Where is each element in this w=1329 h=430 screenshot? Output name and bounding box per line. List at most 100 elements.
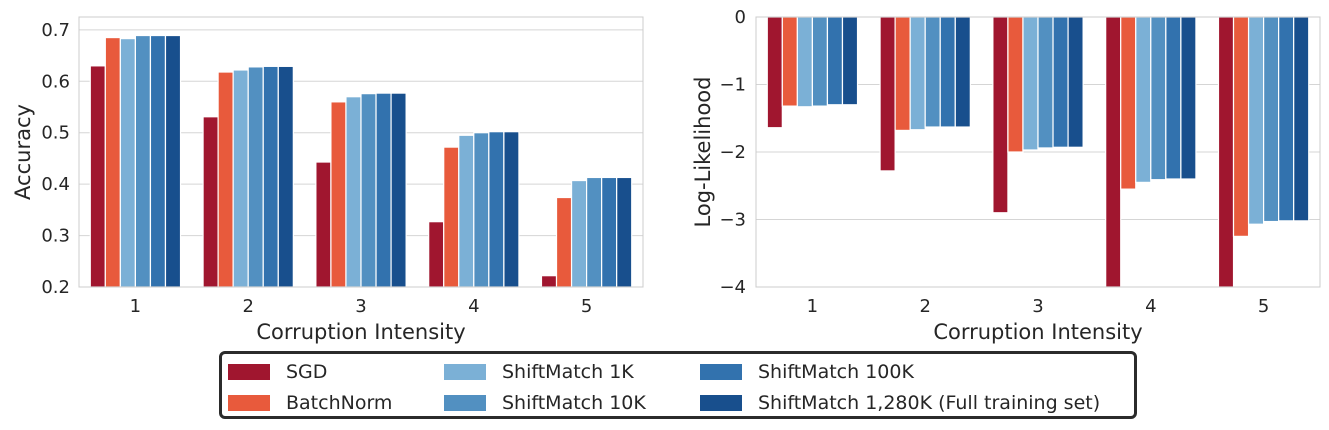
legend-label-sgd: SGD xyxy=(286,361,328,383)
acc-ytick-label: 0.2 xyxy=(41,277,70,298)
acc-y-axis-label: Accuracy xyxy=(11,104,35,200)
acc-bar xyxy=(473,132,490,288)
acc-bar xyxy=(330,101,347,288)
ll-ytick-label: −4 xyxy=(719,277,746,298)
acc-xtick-label: 3 xyxy=(355,296,366,317)
acc-xtick-label: 2 xyxy=(242,296,253,317)
acc-x-axis-label: Corruption Intensity xyxy=(256,320,465,344)
acc-bar xyxy=(232,69,249,288)
ll-x-axis-label: Corruption Intensity xyxy=(933,320,1142,344)
ll-bar xyxy=(826,16,844,106)
ll-xtick-label: 4 xyxy=(1145,296,1156,317)
ll-bar xyxy=(1120,16,1137,190)
ll-ytick-label: 0 xyxy=(735,7,746,28)
acc-bar xyxy=(345,96,362,288)
acc-bar xyxy=(601,176,618,288)
ll-bar xyxy=(1180,16,1197,180)
ll-ytick-label: −3 xyxy=(719,210,746,231)
legend-swatch-shiftmatch-1k xyxy=(444,364,486,380)
ll-chart: −4 −3 −2 −1 0 1 2 3 4 5 Corruption Intensity Log-Li… xyxy=(691,7,1321,344)
ll-bar xyxy=(1232,16,1250,237)
acc-bar xyxy=(315,161,332,288)
ll-bar xyxy=(992,16,1009,214)
acc-bar xyxy=(443,146,460,288)
ll-bar xyxy=(1165,16,1182,180)
legend-swatch-sgd xyxy=(228,364,270,380)
ll-bar xyxy=(939,16,956,128)
legend-swatch-shiftmatch-full xyxy=(700,395,742,411)
acc-bar xyxy=(262,65,279,288)
acc-bar xyxy=(164,34,182,288)
ll-bar xyxy=(1217,16,1235,288)
legend-swatch-shiftmatch-10k xyxy=(444,395,486,411)
acc-bar xyxy=(390,92,407,288)
legend-entry-shiftmatch-100k: ShiftMatch 100K xyxy=(700,359,914,385)
ll-bar xyxy=(1247,16,1265,225)
acc-bar xyxy=(217,71,234,288)
ll-bar xyxy=(1150,16,1167,181)
ll-bar xyxy=(1135,16,1152,183)
ll-bar xyxy=(766,16,783,129)
ll-bar xyxy=(879,16,896,172)
legend-label-shiftmatch-10k: ShiftMatch 10K xyxy=(502,392,646,414)
ll-bar xyxy=(1007,16,1024,153)
legend-label-shiftmatch-1k: ShiftMatch 1K xyxy=(502,361,634,383)
ll-bar xyxy=(1022,16,1039,151)
ll-bar xyxy=(1105,16,1122,288)
acc-bar xyxy=(488,131,505,288)
ll-bar xyxy=(796,16,813,108)
acc-xtick-label: 1 xyxy=(130,296,141,317)
ll-bar xyxy=(1278,16,1295,222)
acc-xtick-label: 4 xyxy=(468,296,479,317)
ll-xtick-label: 5 xyxy=(1258,296,1269,317)
acc-bar xyxy=(119,37,137,288)
legend-entry-shiftmatch-full: ShiftMatch 1,280K (Full training set) xyxy=(700,390,1100,416)
ll-bar xyxy=(781,16,798,107)
ll-xtick-label: 2 xyxy=(919,296,930,317)
acc-bar xyxy=(247,66,264,288)
acc-bar xyxy=(149,34,167,288)
ll-ytick-label: −2 xyxy=(719,142,746,163)
legend: SGD BatchNorm ShiftMatch 1K ShiftMatch 1… xyxy=(219,351,1137,419)
acc-plot-frame xyxy=(78,16,644,288)
acc-bar xyxy=(503,131,520,288)
ll-bar xyxy=(1293,16,1310,222)
acc-bar xyxy=(375,92,392,288)
ll-bar xyxy=(1262,16,1280,223)
acc-xtick-label: 5 xyxy=(581,296,592,317)
acc-bar xyxy=(585,176,603,288)
legend-swatch-shiftmatch-100k xyxy=(700,364,742,380)
acc-bar xyxy=(428,221,445,288)
ll-bar xyxy=(1067,16,1084,148)
acc-chart: 0.2 0.3 0.4 0.5 0.6 0.7 1 2 3 4 5 Corruption Intens… xyxy=(11,16,644,344)
acc-ytick-label: 0.6 xyxy=(41,71,70,92)
ll-bar xyxy=(841,16,859,106)
acc-ytick-label: 0.4 xyxy=(41,174,70,195)
acc-bar xyxy=(277,65,294,288)
acc-bar xyxy=(555,196,573,288)
acc-bar xyxy=(89,65,106,288)
acc-bar xyxy=(570,179,588,288)
legend-swatch-batchnorm xyxy=(228,395,270,411)
ll-bar xyxy=(1052,16,1069,148)
ll-bar xyxy=(909,16,926,131)
acc-bar xyxy=(202,116,219,288)
acc-bar xyxy=(360,93,377,288)
ll-xtick-label: 3 xyxy=(1032,296,1043,317)
acc-ytick-label: 0.3 xyxy=(41,226,70,247)
ll-bar xyxy=(924,16,941,128)
legend-entry-batchnorm: BatchNorm xyxy=(228,390,392,416)
legend-entry-shiftmatch-10k: ShiftMatch 10K xyxy=(444,390,646,416)
legend-entry-sgd: SGD xyxy=(228,359,327,385)
ll-bar xyxy=(811,16,829,107)
acc-ytick-label: 0.5 xyxy=(41,123,70,144)
ll-ytick-label: −1 xyxy=(719,75,746,96)
ll-bar xyxy=(894,16,911,132)
legend-label-batchnorm: BatchNorm xyxy=(286,392,393,414)
acc-bar xyxy=(458,134,475,288)
legend-label-shiftmatch-full: ShiftMatch 1,280K (Full training set) xyxy=(758,392,1101,414)
acc-bar xyxy=(616,176,633,288)
acc-bar xyxy=(134,34,152,288)
ll-bar xyxy=(1037,16,1054,149)
